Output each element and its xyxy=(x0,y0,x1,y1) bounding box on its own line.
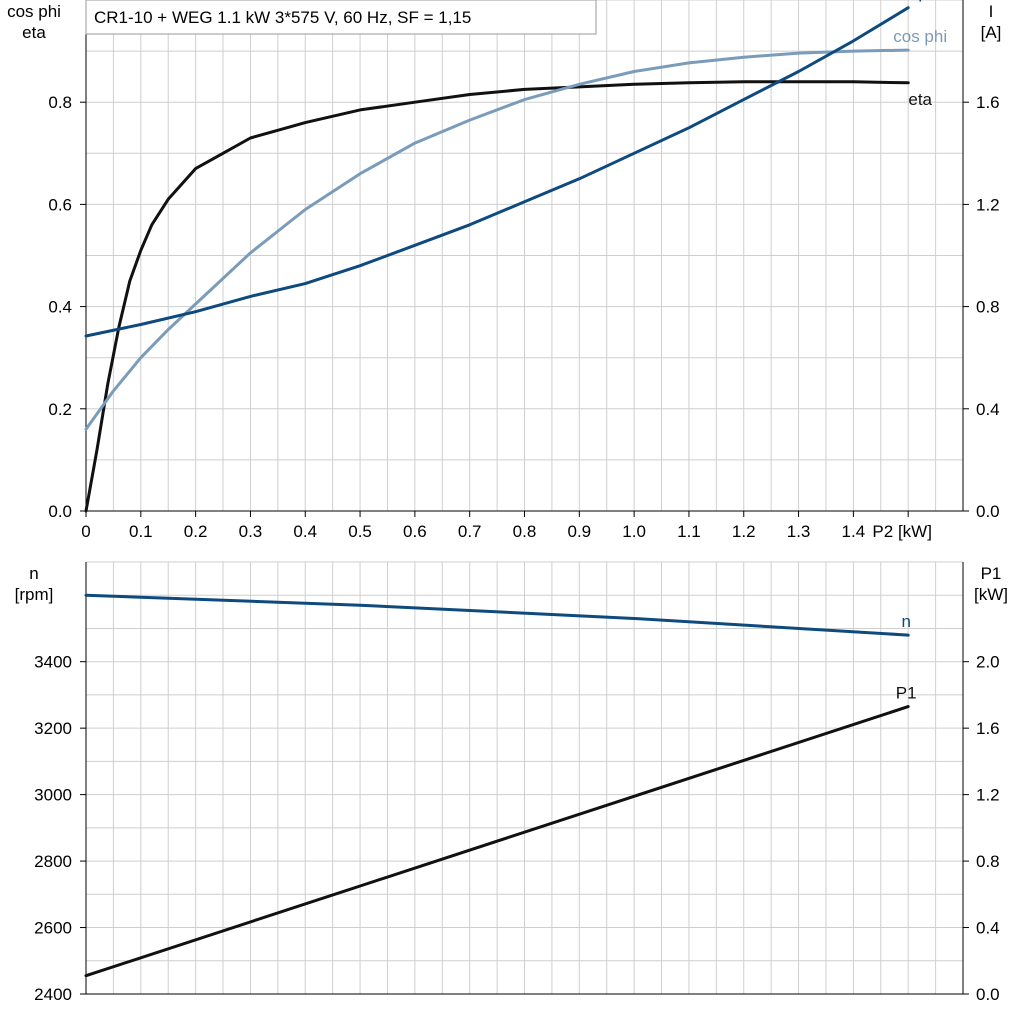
x-tick-label: 0.9 xyxy=(567,522,591,541)
right-tick-label: 1.6 xyxy=(976,93,1000,112)
series-label-i: I xyxy=(918,0,923,6)
right-tick-label: 1.2 xyxy=(976,786,1000,805)
chart-title: CR1-10 + WEG 1.1 kW 3*575 V, 60 Hz, SF =… xyxy=(94,8,471,27)
left-axis-label: [rpm] xyxy=(15,585,54,604)
left-axis-label: cos phi xyxy=(7,2,61,21)
grid xyxy=(86,561,963,994)
right-tick-label: 1.6 xyxy=(976,719,1000,738)
bottom-chart-speed-power: 2400 2600 2800 3000 3200 3400 0.0 0.4 0.8 1.2 1.6 2… xyxy=(15,561,1008,1004)
x-tick-label: 1.0 xyxy=(622,522,646,541)
x-tick-label: 0.4 xyxy=(293,522,317,541)
x-tick-label: 0.6 xyxy=(403,522,427,541)
right-tick-label: 0.0 xyxy=(976,985,1000,1004)
series-line-cos-phi xyxy=(84,48,910,431)
left-axis-label: eta xyxy=(22,23,46,42)
grid xyxy=(86,0,963,511)
right-tick-label: 0.8 xyxy=(976,298,1000,317)
left-tick-label: 0.2 xyxy=(48,400,72,419)
left-tick-label: 3200 xyxy=(34,719,72,738)
series-line-i xyxy=(84,6,910,338)
right-tick-label: 2.0 xyxy=(976,653,1000,672)
series-line-n xyxy=(84,593,910,637)
left-tick-label: 2600 xyxy=(34,919,72,938)
left-tick-label: 0.0 xyxy=(48,502,72,521)
series-label-n: n xyxy=(901,612,910,631)
left-tick-label: 0.8 xyxy=(48,93,72,112)
x-tick-label: 0.7 xyxy=(458,522,482,541)
right-axis-label: I xyxy=(989,2,994,21)
right-axis-label: [kW] xyxy=(974,585,1008,604)
left-axis-label: n xyxy=(29,564,38,583)
top-chart-efficiency-current: 0.0 0.2 0.4 0.6 0.8 0.0 0.4 0.8 1.2 1.6 cos phi eta… xyxy=(7,0,1001,541)
x-tick-label: 0.8 xyxy=(513,522,537,541)
left-tick-label: 3400 xyxy=(34,653,72,672)
x-tick-label: 0 xyxy=(81,522,90,541)
series-label-p1: P1 xyxy=(896,684,917,703)
series-line-p1 xyxy=(84,705,910,978)
series-label-cos-phi: cos phi xyxy=(893,27,947,46)
x-tick-label: 0.3 xyxy=(239,522,263,541)
left-tick-label: 0.4 xyxy=(48,298,72,317)
right-tick-label: 1.2 xyxy=(976,195,1000,214)
x-tick-label: 1.1 xyxy=(677,522,701,541)
right-axis-label: [A] xyxy=(981,23,1002,42)
right-tick-label: 0.4 xyxy=(976,919,1000,938)
x-tick-label: 0.5 xyxy=(348,522,372,541)
right-tick-label: 0.4 xyxy=(976,400,1000,419)
right-axis-label: P1 xyxy=(981,564,1002,583)
x-tick-label: 0.2 xyxy=(184,522,208,541)
right-tick-label: 0.8 xyxy=(976,852,1000,871)
x-tick-label: P2 [kW] xyxy=(872,522,932,541)
series-line-eta xyxy=(84,80,910,513)
x-tick-label: 0.1 xyxy=(129,522,153,541)
x-tick-label: 1.4 xyxy=(842,522,866,541)
left-tick-label: 0.6 xyxy=(48,195,72,214)
left-tick-label: 3000 xyxy=(34,786,72,805)
left-tick-label: 2400 xyxy=(34,985,72,1004)
chart-title-box: CR1-10 + WEG 1.1 kW 3*575 V, 60 Hz, SF =… xyxy=(85,0,597,35)
left-tick-label: 2800 xyxy=(34,852,72,871)
x-tick-label: 1.2 xyxy=(732,522,756,541)
right-tick-label: 0.0 xyxy=(976,502,1000,521)
x-tick-label: 1.3 xyxy=(787,522,811,541)
series-label-eta: eta xyxy=(908,90,932,109)
